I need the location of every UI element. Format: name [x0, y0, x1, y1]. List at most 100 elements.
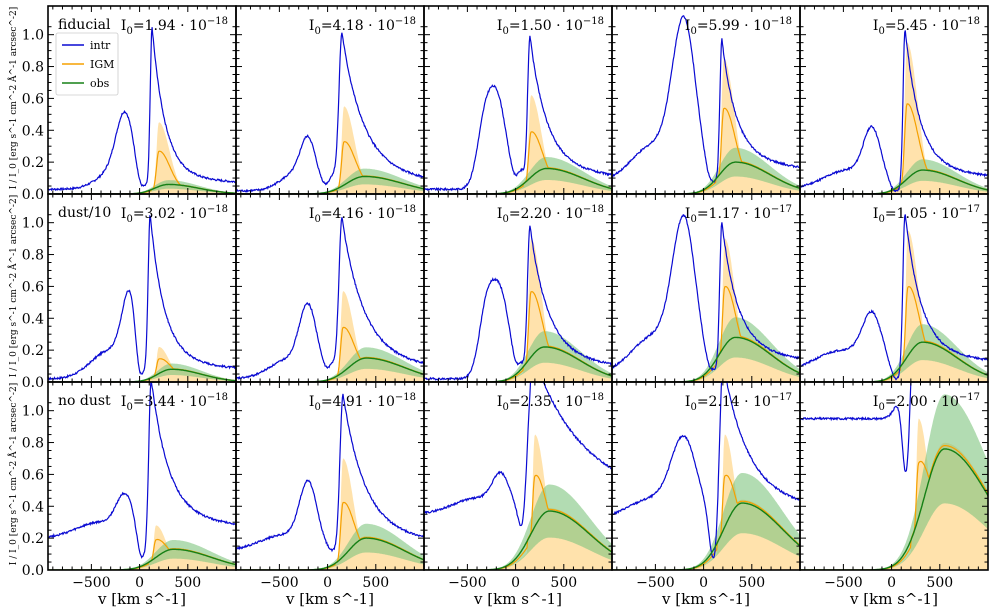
obs-line [424, 346, 612, 382]
obs-band [424, 484, 612, 570]
x-axis-label: v [km s^-1] [285, 590, 374, 608]
panel-3-2: −500 0 500 I0=4.91 · 10−18 [235, 381, 425, 591]
intr-line [424, 382, 612, 527]
x-axis-label: v [km s^-1] [849, 590, 938, 608]
i0-annotation: I0=1.50 · 10−18 [497, 16, 604, 37]
intr-line [424, 35, 612, 192]
legend-obs: obs [90, 77, 110, 90]
igm-line [612, 474, 800, 570]
i0-annotation: I0=4.91 · 10−18 [309, 392, 416, 413]
y-tick-label: 0.0 [22, 563, 44, 579]
obs-band [48, 363, 236, 382]
i0-annotation: I0=1.94 · 10−18 [121, 16, 228, 37]
intr-line [236, 217, 424, 381]
panel-3-1: 0.0 0.2 0.4 0.6 0.8 1.0 no dust −500 0 500 I0=3.44… [22, 381, 237, 591]
x-tick-label: 0 [323, 575, 332, 591]
panel-1-4: I0=5.99 · 10−18 [611, 5, 801, 195]
obs-line [48, 548, 236, 570]
y-tick-label: 0.4 [22, 123, 44, 139]
obs-band [236, 168, 424, 194]
obs-band [612, 317, 800, 382]
obs-band [48, 540, 236, 570]
x-tick-label: 500 [926, 575, 953, 591]
x-tick-label: 0 [135, 575, 144, 591]
i0-annotation: I0=2.35 · 10−18 [497, 392, 604, 413]
panel-frame [47, 381, 237, 571]
x-tick-label: −500 [824, 575, 862, 591]
obs-band [236, 523, 424, 570]
obs-line [800, 169, 988, 194]
obs-line [800, 341, 988, 382]
intr-line [48, 214, 236, 381]
row-label: fiducial [58, 17, 111, 33]
row-label: no dust [58, 393, 111, 409]
obs-line [236, 175, 424, 194]
x-tick-label: 500 [362, 575, 389, 591]
panel-frame [423, 5, 613, 195]
obs-line [612, 336, 800, 382]
x-axis-label: v [km s^-1] [661, 590, 750, 608]
igm-line [800, 445, 988, 570]
panel-1-3: I0=1.50 · 10−18 [423, 5, 613, 195]
panel-1-2: I0=4.18 · 10−18 [235, 5, 425, 195]
panel-3-5: −500 0 500 I0=2.00 · 10−17 [799, 381, 989, 591]
obs-band [800, 159, 988, 194]
y-axis-label: I / I_0 [erg s^-1 cm^-2 Å^-1 arcsec^-2] [7, 7, 19, 189]
obs-band [612, 147, 800, 194]
x-tick-label: −500 [636, 575, 674, 591]
i0-annotation: I0=5.45 · 10−18 [873, 16, 980, 37]
obs-band [800, 394, 988, 570]
intr-line [800, 382, 912, 472]
x-axis-label: v [km s^-1] [97, 590, 186, 608]
i0-annotation: I0=1.17 · 10−17 [685, 204, 792, 225]
y-tick-label: 1.0 [22, 216, 44, 232]
y-tick-label: 0.0 [22, 375, 44, 391]
y-tick-label: 0.2 [22, 155, 44, 171]
x-tick-label: −500 [72, 575, 110, 591]
panel-frame [423, 193, 613, 383]
x-tick-label: 0 [699, 575, 708, 591]
intr-line [236, 32, 424, 193]
y-tick-label: 0.2 [22, 343, 44, 359]
x-tick-label: −500 [260, 575, 298, 591]
i0-annotation: I0=2.20 · 10−18 [497, 204, 604, 225]
i0-annotation: I0=2.00 · 10−17 [873, 392, 980, 413]
i0-annotation: I0=1.05 · 10−17 [873, 204, 980, 225]
panel-1-1: 0.0 0.2 0.4 0.6 0.8 1.0 fiducial I0=1.94 · 10−1… [22, 5, 237, 203]
y-tick-label: 0.4 [22, 311, 44, 327]
panel-frame [799, 5, 989, 195]
panel-frame [799, 381, 989, 571]
panel-2-5: I0=1.05 · 10−17 [799, 193, 989, 383]
x-tick-label: 500 [550, 575, 577, 591]
panel-2-1: 0.0 0.2 0.4 0.6 0.8 1.0 dust/10 I0=3.02 · 10−18 [22, 193, 237, 391]
x-axis-label: v [km s^-1] [473, 590, 562, 608]
i0-annotation: I0=5.99 · 10−18 [685, 16, 792, 37]
intr-line [48, 382, 236, 559]
panel-2-2: I0=4.16 · 10−18 [235, 193, 425, 383]
row-label: dust/10 [58, 205, 111, 221]
y-tick-label: 1.0 [22, 28, 44, 44]
x-tick-label: 0 [511, 575, 520, 591]
legend: intr IGM obs [55, 32, 119, 96]
panel-frame [47, 193, 237, 383]
y-axis-label: I / I_0 [erg s^-1 cm^-2 Å^-1 arcsec^-2] [7, 195, 19, 377]
y-tick-label: 0.4 [22, 499, 44, 515]
panel-3-4: −500 0 500 I0=2.14 · 10−17 [611, 381, 801, 591]
obs-line [424, 510, 612, 570]
y-tick-label: 0.6 [22, 467, 44, 483]
obs-line [424, 167, 612, 194]
y-tick-label: 0.8 [22, 60, 44, 76]
obs-band [48, 180, 236, 194]
obs-band [612, 473, 800, 570]
panel-1-5: I0=5.45 · 10−18 [799, 5, 989, 195]
intr-line [424, 225, 612, 381]
x-tick-label: −500 [448, 575, 486, 591]
y-tick-label: 0.0 [22, 187, 44, 203]
i0-annotation: I0=4.16 · 10−18 [309, 204, 416, 225]
y-axis-label: I / I_0 [erg s^-1 cm^-2 Å^-1 arcsec^-2] [7, 383, 19, 565]
panel-frame [611, 5, 801, 195]
legend-igm: IGM [90, 58, 114, 71]
i0-annotation: I0=2.14 · 10−17 [685, 392, 792, 413]
igm-line [424, 474, 612, 570]
